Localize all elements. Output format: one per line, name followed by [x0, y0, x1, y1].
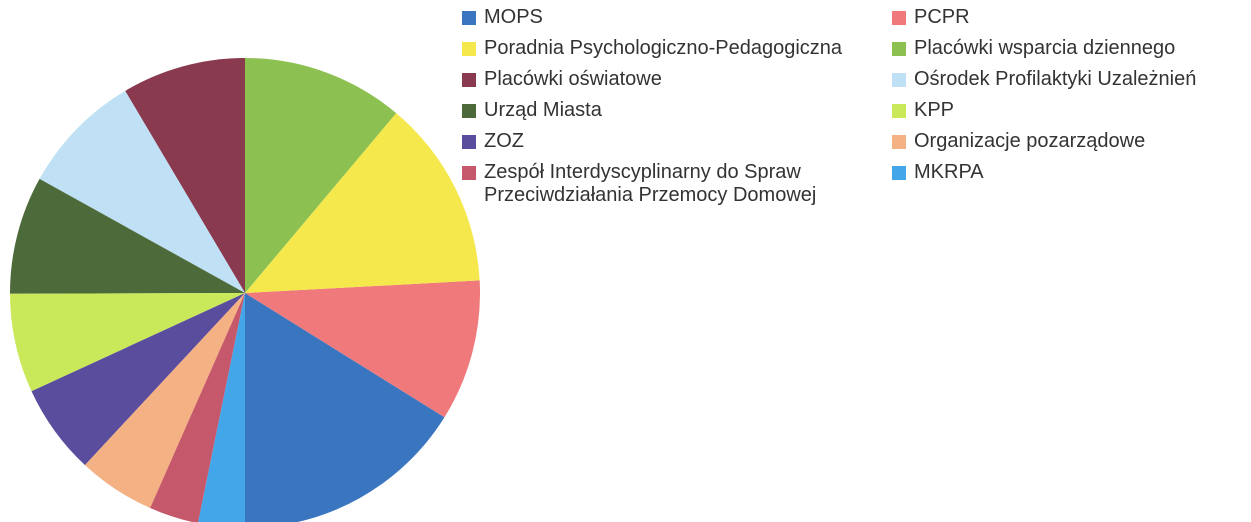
legend-item: ZOZ [458, 130, 888, 153]
legend-label: PCPR [914, 6, 970, 28]
legend-item: MKRPA [888, 161, 1248, 207]
pie-slice [198, 293, 245, 522]
pie-slice [245, 58, 397, 293]
legend-swatch [462, 135, 476, 149]
legend-swatch [892, 166, 906, 180]
pie-slice [31, 293, 245, 466]
legend-item: Zespół Interdyscyplinarny do Spraw Przec… [458, 161, 888, 207]
legend-swatch [892, 135, 906, 149]
pie-slice [10, 293, 246, 392]
pie-slice [150, 293, 245, 522]
legend-item: Placówki wsparcia dziennego [888, 37, 1248, 60]
legend: MOPS PCPR Poradnia Psychologiczno-Pedagogi… [458, 6, 1248, 207]
legend-swatch [462, 104, 476, 118]
legend-label: MKRPA [914, 161, 984, 183]
pie-slice [125, 58, 245, 293]
legend-label: Placówki oświatowe [484, 68, 662, 90]
pie-slice [245, 280, 480, 418]
legend-swatch [892, 104, 906, 118]
legend-item: KPP [888, 99, 1248, 122]
legend-item: Urząd Miasta [458, 99, 888, 122]
legend-label: Placówki wsparcia dziennego [914, 37, 1176, 59]
legend-swatch [892, 73, 906, 87]
legend-item: Placówki oświatowe [458, 68, 888, 91]
chart [9, 58, 480, 522]
legend-label: MOPS [484, 6, 543, 28]
legend-label: Poradnia Psychologiczno-Pedagogiczna [484, 37, 843, 59]
pie-slice [245, 293, 445, 522]
legend-swatch [892, 42, 906, 56]
pie-slice [39, 90, 245, 293]
legend-label: Zespół Interdyscyplinarny do Spraw Przec… [484, 161, 817, 206]
legend-swatch [462, 11, 476, 25]
pie-slice [9, 178, 245, 294]
legend-item: MOPS [458, 6, 888, 29]
legend-item: Poradnia Psychologiczno-Pedagogiczna [458, 37, 888, 60]
legend-label: Urząd Miasta [484, 99, 602, 121]
legend-item: Ośrodek Profilaktyki Uzależnień [888, 68, 1248, 91]
pie-slice [84, 293, 245, 509]
legend-swatch [462, 73, 476, 87]
legend-item: Organizacje pozarządowe [888, 130, 1248, 153]
legend-item: PCPR [888, 6, 1248, 29]
legend-label: KPP [914, 99, 955, 121]
legend-swatch [462, 42, 476, 56]
legend-label: Organizacje pozarządowe [914, 130, 1146, 152]
legend-label: Ośrodek Profilaktyki Uzależnień [914, 68, 1197, 90]
legend-swatch [462, 166, 476, 180]
legend-label: ZOZ [484, 130, 524, 152]
pie-slice [245, 113, 480, 293]
legend-swatch [892, 11, 906, 25]
